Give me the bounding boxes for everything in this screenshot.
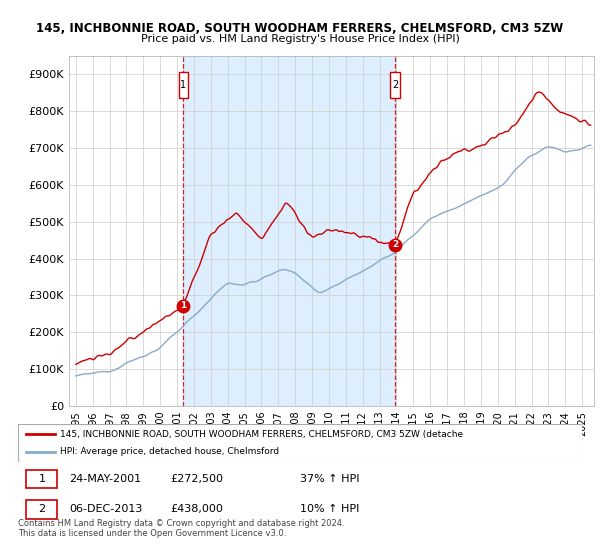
Text: 24-MAY-2001: 24-MAY-2001 (69, 474, 141, 484)
Text: 1: 1 (181, 80, 187, 90)
FancyBboxPatch shape (18, 424, 582, 462)
Text: £438,000: £438,000 (170, 505, 223, 515)
FancyBboxPatch shape (179, 72, 188, 99)
Text: 145, INCHBONNIE ROAD, SOUTH WOODHAM FERRERS, CHELMSFORD, CM3 5ZW (detache: 145, INCHBONNIE ROAD, SOUTH WOODHAM FERR… (60, 430, 463, 438)
FancyBboxPatch shape (391, 72, 400, 99)
Text: Price paid vs. HM Land Registry's House Price Index (HPI): Price paid vs. HM Land Registry's House … (140, 34, 460, 44)
Text: 10% ↑ HPI: 10% ↑ HPI (300, 505, 359, 515)
Text: 37% ↑ HPI: 37% ↑ HPI (300, 474, 359, 484)
Text: This data is licensed under the Open Government Licence v3.0.: This data is licensed under the Open Gov… (18, 530, 286, 539)
FancyBboxPatch shape (26, 500, 58, 519)
Bar (184, 56, 395, 406)
Text: Contains HM Land Registry data © Crown copyright and database right 2024.: Contains HM Land Registry data © Crown c… (18, 520, 344, 529)
Text: 145, INCHBONNIE ROAD, SOUTH WOODHAM FERRERS, CHELMSFORD, CM3 5ZW: 145, INCHBONNIE ROAD, SOUTH WOODHAM FERR… (37, 22, 563, 35)
Text: 2: 2 (38, 505, 46, 515)
Text: 1: 1 (181, 301, 187, 310)
Text: 2: 2 (392, 80, 398, 90)
FancyBboxPatch shape (26, 469, 58, 488)
Text: HPI: Average price, detached house, Chelmsford: HPI: Average price, detached house, Chel… (60, 447, 280, 456)
Text: 1: 1 (38, 474, 46, 484)
Text: 06-DEC-2013: 06-DEC-2013 (69, 505, 142, 515)
Text: £272,500: £272,500 (170, 474, 223, 484)
Text: 2: 2 (392, 240, 398, 249)
